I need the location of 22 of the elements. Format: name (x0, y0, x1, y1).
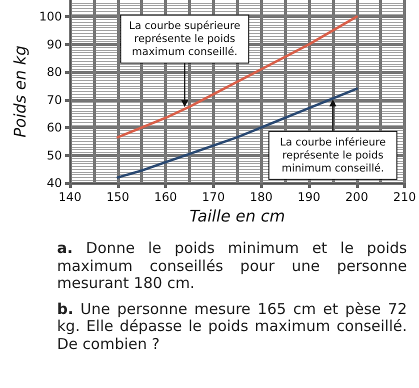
text: a. Donne le poids minimum et le poids maximum conseillés pour une personne mesurant 180 cm. (57, 239, 407, 292)
x-tick-label: 170 (202, 190, 225, 204)
x-tick-label: 200 (345, 190, 368, 204)
y-tick-label: 50 (46, 148, 62, 162)
line-series (116, 15, 358, 138)
y-tick-label: 90 (46, 37, 62, 52)
x-tick-label: 150 (106, 190, 130, 204)
x-tick-label: 210 (393, 190, 416, 204)
annotation: La courbe supérieure représente le poids maximum conseillé. (129, 20, 240, 58)
x-tick-label: 180 (250, 190, 273, 204)
y-tick-label: 100 (39, 10, 62, 24)
y-axis-title: Poids en kg (10, 46, 30, 138)
y-tick-label: 70 (46, 92, 62, 107)
x-tick-label: 140 (58, 190, 82, 204)
x-tick-label: 160 (154, 190, 178, 204)
y-tick-label: 60 (46, 120, 62, 135)
y-tick-label: 40 (46, 176, 62, 190)
text: b. Une personne mesure 165 cm et pèse 72 kg. Elle dépasse le poids maximum conseillé. De combien ? (57, 300, 407, 353)
x-tick-label: 190 (298, 190, 320, 204)
x-axis-title: Taille en cm (189, 206, 286, 226)
y-tick-label: 80 (46, 65, 62, 80)
annotation: La courbe inférieure représente le poids minimum conseillé. (280, 136, 386, 174)
